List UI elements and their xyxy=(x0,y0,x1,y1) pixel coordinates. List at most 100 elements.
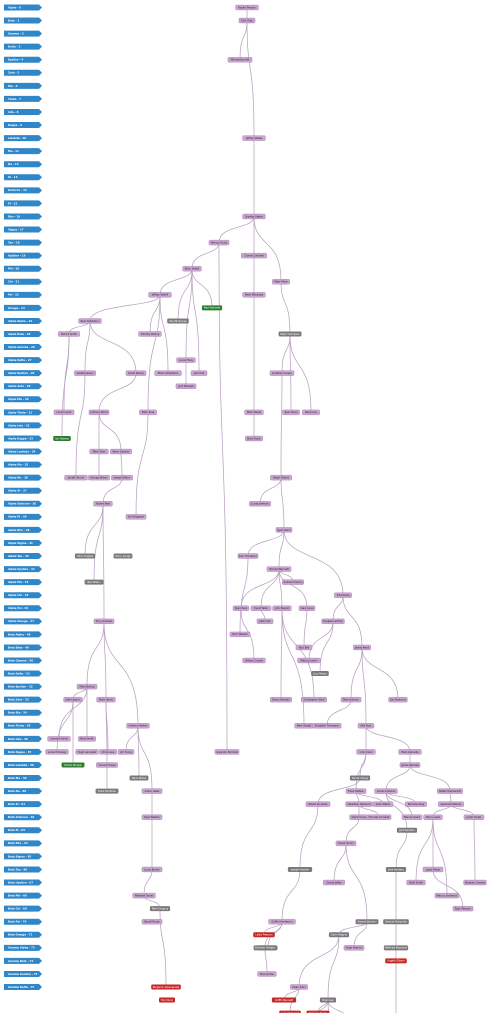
person-node[interactable]: Brendan Hodges xyxy=(253,945,277,951)
person-node[interactable]: Lucas Barton xyxy=(141,866,163,873)
person-node[interactable]: Calvin Lewis xyxy=(141,788,163,794)
person-node[interactable]: Daniel Jaffey xyxy=(323,879,345,886)
person-node[interactable]: Gary Lane xyxy=(298,605,316,611)
person-node[interactable]: Mervyn Grant xyxy=(208,239,230,246)
person-node[interactable]: Joe Sheppard xyxy=(125,514,147,520)
person-node[interactable]: Simon Baldwin xyxy=(270,697,292,703)
person-node[interactable]: Michael Burnett xyxy=(227,57,253,63)
person-node[interactable]: Vincent Hayes xyxy=(96,762,118,768)
person-node[interactable]: Lewis Fisher xyxy=(422,866,444,873)
person-node[interactable]: Marcus Anderson xyxy=(434,892,460,899)
person-node[interactable]: Walter Hemsworth xyxy=(437,788,463,794)
person-node[interactable]: Ethan Kirkpatrick xyxy=(154,370,182,376)
person-node[interactable]: Gavin Wagner xyxy=(328,932,350,938)
person-node[interactable]: Lucy Mason xyxy=(311,671,329,677)
person-node[interactable]: Jim Young xyxy=(117,749,135,755)
person-node[interactable]: Colin Clark xyxy=(356,749,376,755)
person-node[interactable]: Griffin Bennett xyxy=(271,997,297,1003)
person-node[interactable]: Jeffrey Steele xyxy=(242,135,266,141)
person-node[interactable]: Luke Sheppard xyxy=(279,1010,301,1013)
person-node[interactable]: Ralph Gilbert xyxy=(270,475,292,481)
person-node[interactable]: Peter Tyler xyxy=(89,448,109,455)
person-node[interactable]: Mark Grenville xyxy=(398,749,422,755)
person-node[interactable]: James Ramsey xyxy=(399,762,421,768)
person-node[interactable]: Nicole Cheng xyxy=(349,775,371,781)
person-node[interactable]: Jack Sanders xyxy=(396,827,418,833)
person-node[interactable]: Anthony Palmer xyxy=(126,723,150,729)
person-node[interactable]: Michael Bennett xyxy=(266,566,292,572)
person-node[interactable]: Angelo Gibson xyxy=(385,958,407,964)
person-node[interactable]: Nicholas Grey xyxy=(405,801,427,807)
person-node[interactable]: Mark Wright xyxy=(294,723,314,729)
person-node[interactable]: Robert Jacobsen xyxy=(305,801,331,807)
person-node[interactable]: Brian Hobbs xyxy=(182,266,202,272)
person-node[interactable]: Matthew Turner xyxy=(132,892,156,899)
person-node[interactable]: Peter Macaulay xyxy=(242,292,266,298)
person-node[interactable]: Ryan Ward xyxy=(275,527,293,533)
person-node[interactable]: Chris Lane xyxy=(99,749,117,755)
person-node[interactable]: Frank Mortimer xyxy=(95,788,119,794)
person-node[interactable]: Hugh Hopkins xyxy=(343,945,365,951)
person-node[interactable]: Paul Halcomb xyxy=(201,305,223,311)
person-node[interactable]: Ryan Pace xyxy=(232,605,250,611)
person-node[interactable]: Jack Hall xyxy=(190,370,208,376)
person-node[interactable]: Frank Watson xyxy=(345,788,367,794)
person-node[interactable]: Ryan Pearson xyxy=(452,905,474,912)
person-node[interactable]: Elan Grey xyxy=(238,17,256,24)
person-node[interactable]: David Arnold xyxy=(335,840,357,846)
person-node[interactable]: Thomas Cornwall xyxy=(366,814,392,820)
person-node[interactable]: Trent Duke xyxy=(334,592,352,598)
person-node[interactable]: Andrew Hudson xyxy=(282,579,304,585)
person-node[interactable]: Henry Lewis xyxy=(423,814,443,820)
person-node[interactable]: Robert Beal xyxy=(93,501,113,507)
person-node[interactable]: Patrick Smith xyxy=(58,331,80,337)
person-node[interactable]: Matthew Raymond xyxy=(383,945,409,951)
person-node[interactable]: Bradley Steele xyxy=(242,213,266,220)
person-node[interactable]: Maria Marks xyxy=(129,775,149,781)
person-node[interactable]: Samuel Alexander xyxy=(383,919,409,925)
person-node[interactable]: Jack Maxwell xyxy=(175,383,197,389)
person-node[interactable]: Mark Smith xyxy=(78,736,96,742)
person-node[interactable]: Dean Allen xyxy=(290,984,308,990)
person-node[interactable]: Nicholas Spark xyxy=(306,1010,330,1013)
person-node[interactable]: John Bayard xyxy=(272,605,292,611)
person-node[interactable]: Jacob Tucker xyxy=(463,814,485,820)
person-node[interactable]: Timothy Bishop xyxy=(138,331,162,337)
person-node[interactable]: Jake Sanders xyxy=(385,866,407,872)
person-node[interactable]: Brett Smith xyxy=(406,879,426,886)
person-node[interactable]: Peter Ross xyxy=(139,409,157,416)
person-node[interactable]: Lucas Jameson xyxy=(249,501,271,507)
person-node[interactable]: Jarrett Dennis xyxy=(64,475,88,481)
person-node[interactable]: Lucas Holloway xyxy=(45,749,69,755)
person-node[interactable]: Leonard Harris xyxy=(47,736,71,742)
person-node[interactable]: Jake Cole xyxy=(256,618,274,624)
person-node[interactable]: Tom Dunn xyxy=(159,997,175,1003)
person-node[interactable]: Peter Bishop xyxy=(76,683,98,690)
person-node[interactable]: Hugh Lancaster xyxy=(75,749,99,755)
person-node[interactable]: Ryan Rossi xyxy=(282,409,300,416)
person-node[interactable]: Samuel Johnson xyxy=(355,919,379,925)
person-node[interactable]: Jake Lawson xyxy=(63,697,83,703)
person-node[interactable]: James Mace xyxy=(353,644,371,651)
person-node[interactable]: Nick Bell xyxy=(295,644,313,651)
person-node[interactable]: David Teller xyxy=(250,605,272,611)
person-node[interactable]: Marcus Grant xyxy=(401,814,423,820)
person-node[interactable]: Griffin Henderson xyxy=(268,919,296,925)
person-node[interactable]: Charlie Morgan xyxy=(61,762,85,768)
person-node[interactable]: Harry Hughes xyxy=(74,553,96,559)
person-node[interactable]: Harry Gough xyxy=(113,553,133,559)
person-node[interactable]: Joseph Wilson xyxy=(111,475,133,481)
person-node[interactable]: Sebastian Harwood xyxy=(345,801,373,807)
person-node[interactable]: Patricia Leach xyxy=(297,657,321,664)
person-node[interactable]: Leo Romanov xyxy=(388,697,408,703)
person-node[interactable]: Daniel Brown xyxy=(141,919,163,925)
person-node[interactable]: Robert Preston xyxy=(235,4,259,11)
person-node[interactable]: Mark Johnson xyxy=(340,697,362,703)
person-node[interactable]: Neil Wilson xyxy=(84,579,104,585)
person-node[interactable]: Nick Stewart xyxy=(229,631,251,638)
person-node[interactable]: Justin Bates xyxy=(372,801,394,807)
person-node[interactable]: Gareth Jensen xyxy=(74,370,96,376)
person-node[interactable]: Greg Van Bommel xyxy=(214,749,240,755)
person-node[interactable]: Charlie Caldwell xyxy=(241,252,267,259)
person-node[interactable]: Alexandra Mercer xyxy=(438,801,464,807)
